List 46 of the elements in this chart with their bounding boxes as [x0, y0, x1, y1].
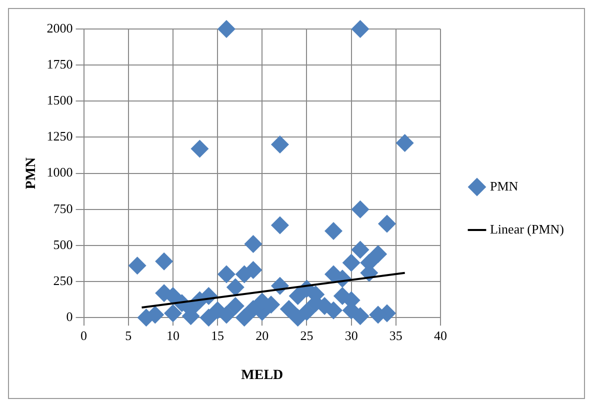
- point: [226, 297, 244, 316]
- x-tick-label: 40: [434, 328, 447, 343]
- x-tick-label: 35: [389, 328, 402, 343]
- point: [324, 222, 342, 240]
- y-tick-label: 0: [66, 309, 73, 324]
- y-tick-label: 1000: [46, 164, 73, 180]
- y-tick-label: 750: [53, 200, 73, 216]
- point: [190, 140, 209, 158]
- point: [164, 304, 182, 322]
- point: [351, 200, 370, 218]
- x-tick-label: 5: [125, 328, 132, 343]
- point: [298, 302, 316, 321]
- x-tick-label: 20: [256, 328, 269, 343]
- x-tick-label: 0: [80, 328, 88, 343]
- y-tick-label: 1750: [46, 56, 73, 72]
- point: [378, 214, 396, 233]
- y-tick-label: 2000: [46, 20, 73, 36]
- legend-label: PMN: [490, 178, 519, 194]
- point: [342, 254, 360, 272]
- point: [351, 240, 370, 259]
- x-tick-label: 25: [300, 328, 314, 343]
- point: [244, 235, 262, 254]
- x-tick-label: 15: [211, 328, 224, 343]
- point: [217, 20, 236, 38]
- x-axis-title: MELD: [241, 368, 284, 384]
- y-tick-label: 1250: [46, 128, 73, 144]
- point: [235, 308, 254, 327]
- point: [270, 216, 289, 234]
- y-tick-label: 250: [53, 272, 73, 288]
- point: [128, 256, 146, 275]
- point: [226, 278, 244, 296]
- legend-label: Linear (PMN): [490, 221, 564, 236]
- point: [280, 300, 298, 318]
- x-tick-label: 30: [344, 328, 358, 343]
- point: [351, 20, 370, 38]
- y-tick-label: 500: [53, 236, 73, 252]
- x-tick-label: 10: [166, 328, 180, 343]
- point: [351, 307, 370, 326]
- y-axis-title: PMN: [24, 157, 40, 190]
- y-tick-label: 1500: [46, 92, 73, 108]
- point: [155, 252, 174, 270]
- point: [270, 135, 289, 154]
- point: [369, 245, 388, 264]
- point: [217, 265, 236, 284]
- point: [200, 308, 218, 327]
- point: [396, 134, 414, 152]
